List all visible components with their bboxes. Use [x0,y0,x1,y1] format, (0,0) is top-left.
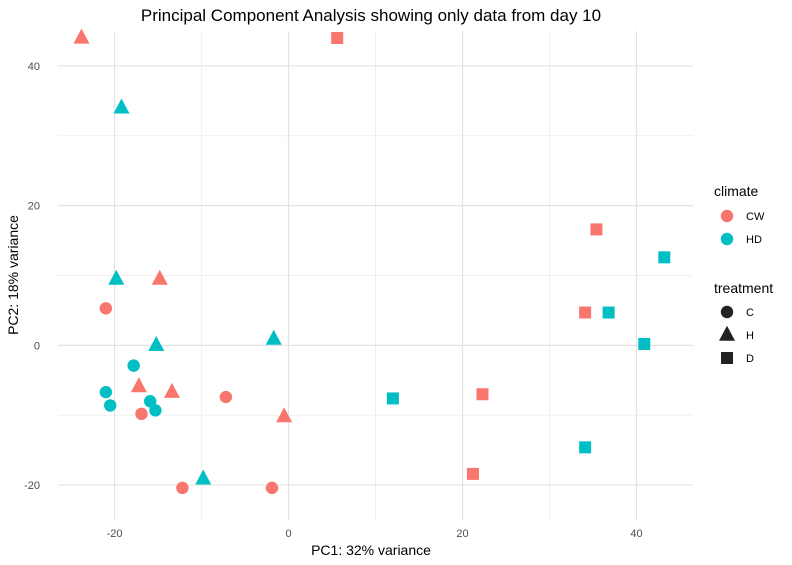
legend-label-h: H [746,330,754,342]
legend-climate-title: climate [714,183,759,199]
x-axis-title: PC1: 32% variance [311,542,431,558]
data-point [331,31,344,44]
legend-treatment-title: treatment [714,280,773,296]
legend-key-hd [720,232,734,246]
data-points [73,28,671,495]
x-tick-label: -20 [107,528,123,540]
data-point [103,399,117,412]
data-point [163,382,180,398]
legend-label-c: C [746,307,754,319]
data-point [127,359,140,372]
legend-key-circle [720,305,734,319]
data-point [638,337,651,350]
legend-label-d: D [746,353,754,365]
y-tick-label: 20 [28,201,40,213]
data-point [73,28,90,44]
legend-label-hd: HD [746,234,762,246]
data-point [148,336,165,352]
data-point [276,407,293,423]
data-point [579,441,592,454]
y-tick-label: 40 [28,61,40,73]
plot-grid [58,31,693,520]
y-axis-ticks: -20 0 20 40 [24,61,40,492]
x-axis-ticks: -20 0 20 40 [107,528,643,540]
data-point [108,269,125,285]
data-point [149,404,162,417]
data-point [151,269,168,285]
y-tick-label: -20 [24,480,40,492]
x-tick-label: 40 [630,528,642,540]
chart-title: Principal Component Analysis showing onl… [141,6,601,25]
legend-treatment: treatment CHD [714,280,773,365]
data-point [579,306,592,319]
data-point [590,223,603,236]
data-point [176,481,189,495]
legend-climate: climate CW HD [714,183,765,246]
data-point [466,467,479,480]
data-point [476,388,489,401]
legend-key-cw [720,209,734,223]
x-tick-label: 0 [285,528,291,540]
data-point [602,306,615,319]
y-tick-label: 0 [34,340,40,352]
legend-label-cw: CW [746,211,765,223]
data-point [130,377,147,393]
data-point [99,385,113,399]
data-point [265,329,282,345]
data-point [144,395,157,408]
data-point [113,98,130,114]
x-tick-label: 20 [456,528,468,540]
data-point [135,407,148,421]
legend-key-triangle [719,325,735,341]
data-point [386,392,399,405]
data-point [658,251,671,264]
y-axis-title: PC2: 18% variance [5,215,21,335]
data-point [195,469,212,485]
data-point [219,390,233,404]
legend-key-square [721,352,733,364]
data-point [99,302,113,315]
data-point [265,481,279,495]
